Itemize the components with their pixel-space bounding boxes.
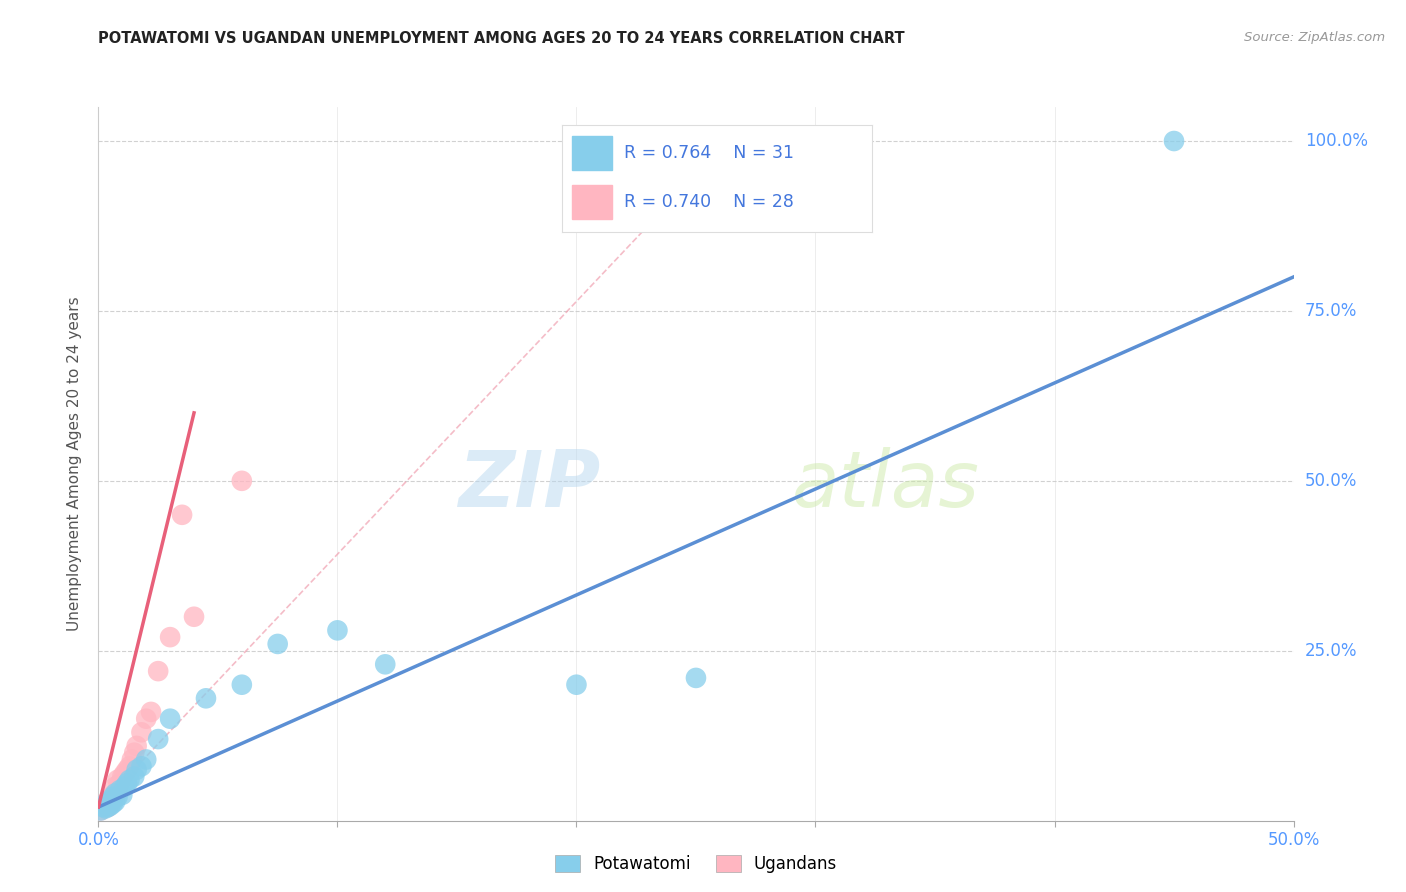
Point	[124, 769, 146, 783]
Point	[231, 474, 253, 488]
Text: POTAWATOMI VS UGANDAN UNEMPLOYMENT AMONG AGES 20 TO 24 YEARS CORRELATION CHART: POTAWATOMI VS UGANDAN UNEMPLOYMENT AMONG…	[98, 31, 905, 46]
Point	[97, 800, 120, 814]
Point	[148, 732, 170, 747]
Point	[97, 800, 120, 814]
Point	[108, 783, 131, 797]
Text: 50.0%: 50.0%	[1305, 472, 1357, 490]
Point	[108, 776, 131, 790]
Point	[98, 797, 122, 811]
Point	[159, 630, 181, 644]
Point	[94, 797, 117, 811]
Point	[139, 705, 162, 719]
Point	[98, 793, 122, 807]
Point	[267, 637, 290, 651]
Point	[131, 725, 153, 739]
Y-axis label: Unemployment Among Ages 20 to 24 years: Unemployment Among Ages 20 to 24 years	[67, 296, 83, 632]
Point	[107, 772, 129, 787]
Point	[114, 780, 136, 794]
Point	[90, 804, 112, 818]
Point	[326, 624, 349, 638]
Point	[97, 793, 120, 807]
Point	[104, 795, 127, 809]
Text: 75.0%: 75.0%	[1305, 301, 1357, 320]
Text: Source: ZipAtlas.com: Source: ZipAtlas.com	[1244, 31, 1385, 45]
Point	[91, 800, 114, 814]
Point	[148, 664, 170, 678]
Point	[374, 657, 396, 672]
Point	[98, 798, 122, 813]
Point	[107, 789, 129, 804]
Point	[135, 712, 157, 726]
Point	[172, 508, 194, 522]
Point	[101, 797, 124, 811]
Point	[111, 788, 134, 802]
Point	[98, 789, 122, 804]
Point	[104, 787, 127, 801]
Point	[111, 769, 134, 783]
Text: R = 0.764    N = 31: R = 0.764 N = 31	[624, 144, 794, 161]
Point	[131, 759, 153, 773]
Point	[101, 793, 124, 807]
Point	[101, 789, 124, 804]
Point	[91, 800, 114, 814]
Point	[125, 739, 148, 753]
Text: R = 0.740    N = 28: R = 0.740 N = 28	[624, 193, 794, 211]
Legend: Potawatomi, Ugandans: Potawatomi, Ugandans	[548, 848, 844, 880]
Point	[114, 766, 136, 780]
Point	[231, 678, 253, 692]
Point	[565, 678, 588, 692]
Text: ZIP: ZIP	[458, 447, 600, 524]
Point	[115, 776, 138, 790]
Point	[94, 797, 117, 811]
Point	[104, 780, 127, 794]
Point	[118, 759, 141, 773]
Text: atlas: atlas	[792, 447, 980, 524]
Point	[90, 804, 112, 818]
Point	[1163, 134, 1185, 148]
Point	[107, 783, 129, 797]
Bar	[572, 136, 612, 169]
Text: 25.0%: 25.0%	[1305, 641, 1357, 660]
Text: 100.0%: 100.0%	[1305, 132, 1368, 150]
Point	[183, 609, 205, 624]
Point	[124, 746, 146, 760]
Point	[125, 763, 148, 777]
Point	[115, 763, 138, 777]
Point	[94, 801, 117, 815]
Point	[159, 712, 181, 726]
Point	[121, 752, 143, 766]
Point	[104, 787, 127, 801]
Point	[135, 752, 157, 766]
Bar	[572, 185, 612, 219]
Point	[194, 691, 217, 706]
Point	[118, 772, 141, 787]
Point	[685, 671, 707, 685]
